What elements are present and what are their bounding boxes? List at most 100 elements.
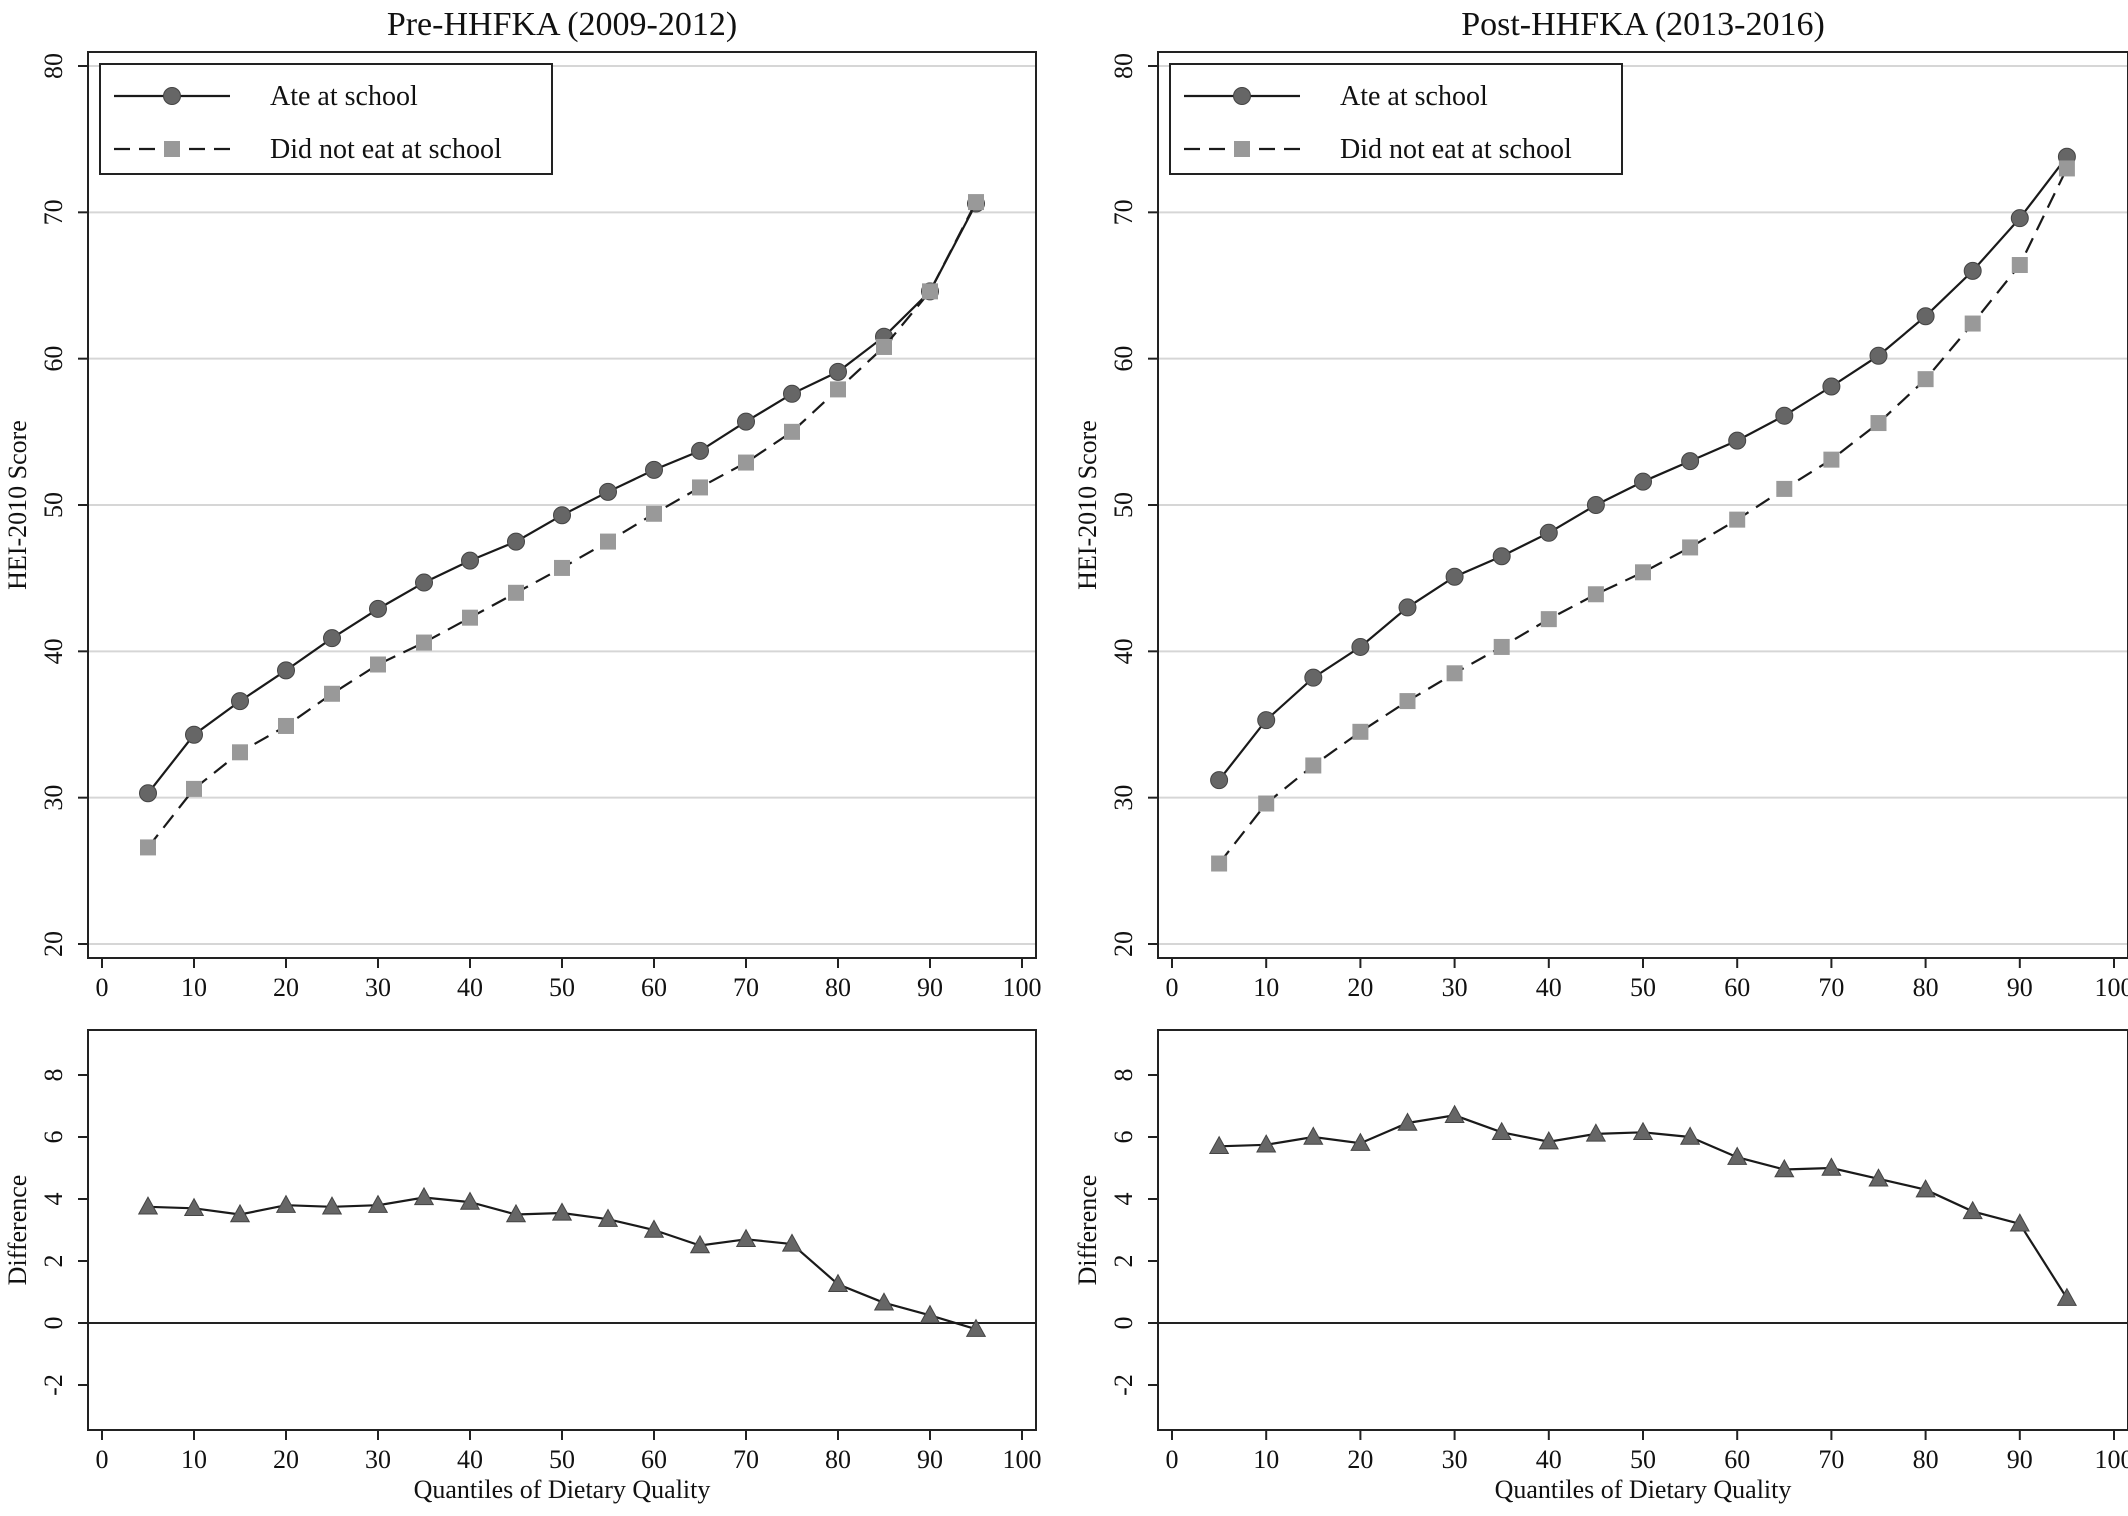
data-point-triangle: [505, 1203, 527, 1223]
data-point-square: [784, 423, 800, 440]
y-tick-label: 40: [1109, 638, 1138, 664]
data-point-square: [1870, 415, 1887, 432]
data-point-circle: [599, 482, 617, 501]
data-point-circle: [1916, 307, 1935, 326]
y-axis-label: HEI-2010 Score: [3, 420, 32, 590]
data-point-square: [140, 839, 156, 856]
y-tick-label: 4: [1109, 1193, 1138, 1206]
data-point-triangle: [367, 1194, 389, 1213]
data-point-circle: [645, 460, 663, 479]
x-tick-label: 30: [1442, 1445, 1468, 1474]
data-point-triangle: [735, 1228, 757, 1247]
x-tick-label: 50: [1630, 973, 1656, 1002]
y-tick-label: 40: [39, 638, 68, 664]
data-point-square: [278, 717, 294, 734]
y-tick-label: -2: [39, 1374, 68, 1396]
x-tick-label: 20: [1347, 973, 1373, 1002]
data-point-circle: [231, 692, 249, 711]
data-point-triangle: [137, 1196, 159, 1215]
x-tick-label: 0: [1166, 1445, 1179, 1474]
y-tick-label: -2: [1109, 1374, 1138, 1396]
data-point-triangle: [551, 1202, 573, 1221]
data-point-triangle: [1585, 1123, 1607, 1142]
data-point-triangle: [827, 1273, 849, 1292]
data-point-triangle: [1444, 1104, 1465, 1123]
legend-marker-square: [164, 141, 180, 157]
x-tick-label: 80: [825, 1445, 851, 1474]
y-axis-label: Difference: [3, 1175, 32, 1286]
y-tick-label: 70: [1109, 199, 1138, 225]
data-point-square: [876, 338, 892, 355]
y-tick-label: 6: [39, 1131, 68, 1144]
data-point-triangle: [1774, 1158, 1795, 1178]
data-point-circle: [1586, 496, 1605, 514]
x-tick-label: 70: [733, 1445, 759, 1474]
data-point-circle: [415, 573, 433, 592]
data-point-circle: [1445, 567, 1464, 586]
data-point-square: [1776, 480, 1793, 497]
x-tick-label: 10: [1253, 1445, 1279, 1474]
data-point-triangle: [321, 1196, 343, 1215]
data-point-circle: [1210, 771, 1229, 790]
data-point-circle: [1304, 668, 1323, 687]
plot-frame: [1157, 1029, 2128, 1431]
x-tick-label: 20: [273, 973, 299, 1002]
data-point-triangle: [229, 1203, 251, 1223]
data-point-circle: [1351, 637, 1370, 656]
data-point-circle: [1728, 431, 1747, 450]
legend-marker-circle: [1233, 87, 1251, 105]
data-point-triangle: [1868, 1168, 1889, 1187]
x-tick-label: 80: [1913, 1445, 1939, 1474]
data-point-square: [600, 533, 616, 550]
data-point-square: [232, 744, 248, 761]
data-point-square: [1258, 795, 1275, 812]
data-point-square: [1964, 315, 1981, 332]
x-tick-label: 50: [549, 1445, 575, 1474]
x-tick-label: 100: [1003, 973, 1042, 1002]
series-line-square: [147, 201, 977, 849]
data-point-circle: [139, 784, 157, 803]
x-tick-label: 40: [1536, 1445, 1562, 1474]
data-point-square: [554, 559, 570, 576]
x-tick-label: 90: [2007, 1445, 2033, 1474]
data-point-triangle: [1632, 1121, 1654, 1141]
data-point-circle: [783, 384, 801, 403]
data-point-triangle: [275, 1194, 297, 1213]
data-point-triangle: [919, 1304, 941, 1323]
data-point-square: [2011, 257, 2028, 274]
data-point-triangle: [1397, 1112, 1418, 1131]
x-tick-label: 40: [457, 973, 483, 1002]
data-point-circle: [1963, 261, 1982, 280]
plot-frame: [87, 1029, 1037, 1431]
x-tick-label: 40: [457, 1445, 483, 1474]
x-tick-label: 90: [917, 973, 943, 1002]
x-tick-label: 100: [2095, 1445, 2128, 1474]
data-point-circle: [1492, 547, 1511, 566]
data-point-square: [462, 609, 478, 626]
legend: Ate at school Did not eat at school: [1169, 63, 1623, 175]
data-point-square: [1352, 723, 1369, 740]
data-point-square: [1729, 511, 1746, 528]
y-tick-label: 8: [39, 1069, 68, 1082]
x-tick-label: 60: [1724, 1445, 1750, 1474]
data-point-triangle: [643, 1219, 665, 1238]
legend-label: Ate at school: [1340, 81, 1488, 112]
y-tick-label: 6: [1109, 1131, 1138, 1144]
data-point-circle: [1539, 523, 1558, 542]
x-tick-label: 30: [365, 973, 391, 1002]
data-point-square: [1682, 539, 1699, 556]
y-tick-label: 30: [39, 785, 68, 811]
x-tick-label: 30: [1442, 973, 1468, 1002]
data-point-circle: [369, 599, 387, 618]
y-tick-label: 50: [1109, 492, 1138, 518]
y-tick-label: 30: [1109, 785, 1138, 811]
data-point-square: [692, 479, 708, 496]
data-point-circle: [507, 532, 525, 551]
legend: Ate at school Did not eat at school: [99, 63, 553, 175]
data-point-square: [1540, 611, 1557, 628]
data-point-square: [1211, 855, 1228, 872]
data-point-triangle: [1915, 1179, 1936, 1198]
y-tick-label: 2: [1109, 1255, 1138, 1268]
data-point-triangle: [689, 1234, 711, 1254]
data-point-square: [1917, 371, 1934, 388]
